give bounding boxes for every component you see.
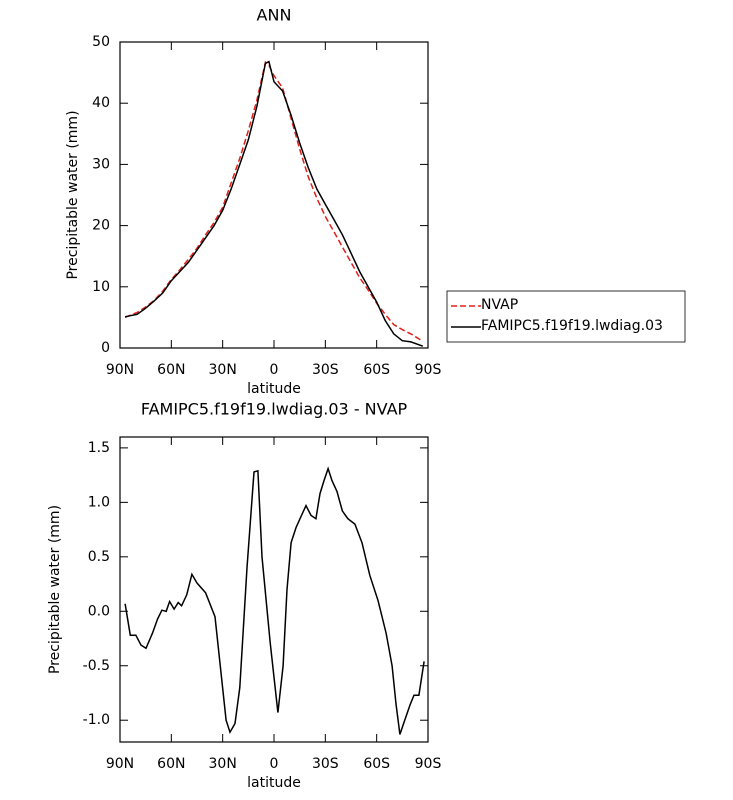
y-tick-label: 0.0 — [88, 603, 110, 619]
x-tick-label: 0 — [270, 362, 279, 378]
legend-label: FAMIPC5.f19f19.lwdiag.03 — [481, 318, 663, 334]
plot-frame — [119, 436, 429, 743]
chart-title: FAMIPC5.f19f19.lwdiag.03 - NVAP — [141, 400, 408, 419]
y-tick-label: 0.5 — [88, 549, 110, 565]
legend-box — [446, 290, 686, 343]
chart-title: ANN — [257, 6, 292, 25]
y-tick-label: 40 — [92, 95, 110, 111]
y-axis-label: Precipitable water (mm) — [65, 110, 81, 279]
data-line — [124, 466, 425, 735]
x-tick-label: 30N — [209, 756, 237, 772]
x-tick-label: 90S — [415, 362, 442, 378]
x-tick-label: 90N — [106, 362, 134, 378]
x-tick-label: 30N — [209, 362, 237, 378]
data-line — [124, 60, 424, 342]
y-tick-label: -0.5 — [83, 658, 110, 674]
y-tick-label: 20 — [92, 218, 110, 234]
data-line — [124, 60, 424, 347]
x-tick-label: 90S — [415, 756, 442, 772]
x-tick-label: 60S — [363, 756, 390, 772]
y-tick-label: 50 — [92, 34, 110, 50]
y-tick-label: 30 — [92, 156, 110, 172]
plot-frame — [119, 41, 429, 349]
x-tick-label: 30S — [312, 362, 339, 378]
x-axis-label: latitude — [247, 775, 301, 791]
y-tick-label: 1.5 — [88, 440, 110, 456]
x-tick-label: 60S — [363, 362, 390, 378]
x-tick-label: 0 — [270, 756, 279, 772]
y-axis-label: Precipitable water (mm) — [47, 505, 63, 674]
y-tick-label: -1.0 — [83, 712, 110, 728]
y-tick-label: 0 — [101, 340, 110, 356]
x-tick-label: 90N — [106, 756, 134, 772]
legend-label: NVAP — [481, 297, 518, 313]
x-tick-label: 60N — [157, 756, 185, 772]
x-tick-label: 60N — [157, 362, 185, 378]
y-tick-label: 10 — [92, 279, 110, 295]
x-tick-label: 30S — [312, 756, 339, 772]
y-tick-label: 1.0 — [88, 494, 110, 510]
x-axis-label: latitude — [247, 381, 301, 397]
